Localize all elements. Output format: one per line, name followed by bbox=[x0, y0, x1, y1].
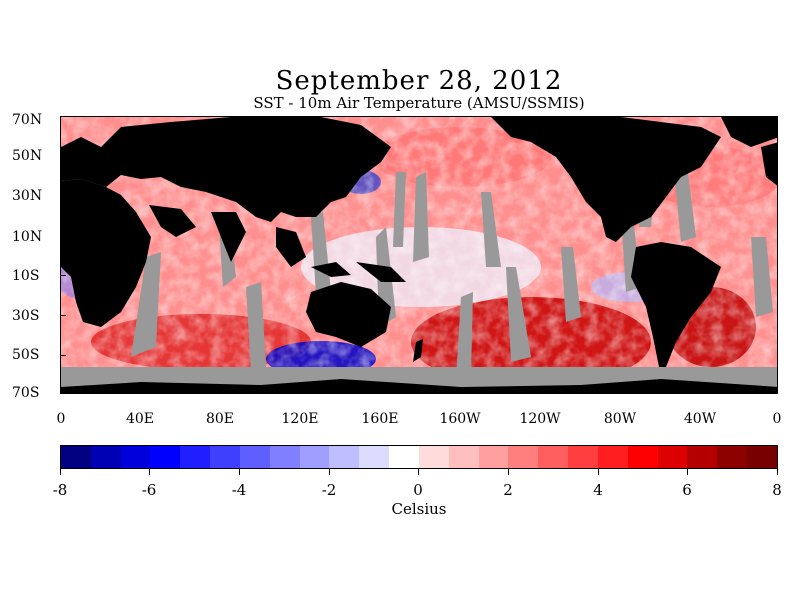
cbar-label-8: 8 bbox=[772, 481, 782, 499]
lon-tick bbox=[659, 388, 660, 394]
colorbar-swatch bbox=[538, 446, 569, 468]
colorbar-swatch bbox=[448, 446, 479, 468]
colorbar-swatch bbox=[120, 446, 151, 468]
cbar-tick bbox=[149, 469, 150, 475]
lat-label-70s: 70S bbox=[12, 385, 40, 401]
cbar-label-neg8: -8 bbox=[52, 481, 68, 499]
lon-tick bbox=[539, 388, 540, 394]
lon-label-40e: 40E bbox=[125, 411, 155, 427]
lat-label-50s: 50S bbox=[12, 347, 40, 363]
lon-tick bbox=[299, 388, 300, 394]
cbar-tick bbox=[777, 469, 778, 475]
colorbar-swatch bbox=[299, 446, 330, 468]
lon-label-160e: 160E bbox=[361, 411, 399, 427]
cbar-tick bbox=[60, 469, 61, 475]
cbar-label-neg2: -2 bbox=[321, 481, 337, 499]
colorbar-swatch bbox=[657, 446, 688, 468]
colorbar-swatch bbox=[597, 446, 628, 468]
lon-tick bbox=[379, 388, 380, 394]
colorbar-swatch bbox=[478, 446, 509, 468]
cbar-tick bbox=[239, 469, 240, 475]
cbar-label-0: 0 bbox=[413, 481, 423, 499]
cbar-tick bbox=[329, 469, 330, 475]
land-masses bbox=[61, 117, 777, 393]
lon-tick bbox=[738, 388, 739, 394]
lon-tick bbox=[259, 388, 260, 394]
lon-label-120w: 120W bbox=[519, 411, 561, 427]
lon-tick bbox=[339, 388, 340, 394]
lat-tick bbox=[60, 196, 66, 197]
map-subtitle: SST - 10m Air Temperature (AMSU/SSMIS) bbox=[253, 94, 585, 112]
colorbar-swatch bbox=[90, 446, 121, 468]
cbar-label-4: 4 bbox=[593, 481, 603, 499]
lat-label-70n: 70N bbox=[12, 112, 43, 128]
colorbar-swatch bbox=[359, 446, 390, 468]
colorbar-swatch bbox=[418, 446, 449, 468]
colorbar-swatch bbox=[150, 446, 181, 468]
cbar-tick bbox=[418, 469, 419, 475]
cbar-label-neg4: -4 bbox=[231, 481, 247, 499]
lat-label-30s: 30S bbox=[12, 308, 40, 324]
lat-tick bbox=[60, 275, 66, 276]
lon-label-0: 0 bbox=[56, 411, 66, 427]
lon-tick bbox=[619, 388, 620, 394]
lon-tick bbox=[179, 388, 180, 394]
lon-tick bbox=[579, 388, 580, 394]
colorbar-swatch bbox=[210, 446, 240, 468]
colorbar-swatch bbox=[627, 446, 658, 468]
cbar-label-neg6: -6 bbox=[141, 481, 157, 499]
lat-tick bbox=[60, 315, 66, 316]
map-title: September 28, 2012 bbox=[275, 66, 563, 96]
cbar-tick bbox=[598, 469, 599, 475]
colorbar-unit: Celsius bbox=[391, 500, 447, 518]
lat-tick bbox=[60, 156, 66, 157]
lon-tick bbox=[139, 388, 140, 394]
colorbar-swatch bbox=[508, 446, 539, 468]
lon-label-80e: 80E bbox=[205, 411, 235, 427]
lon-tick bbox=[100, 388, 101, 394]
colorbar-swatch bbox=[389, 446, 419, 468]
lat-label-30n: 30N bbox=[12, 188, 43, 204]
sst-anomaly-map bbox=[60, 116, 778, 394]
colorbar-swatch bbox=[687, 446, 718, 468]
colorbar-swatch bbox=[180, 446, 211, 468]
cbar-label-6: 6 bbox=[682, 481, 692, 499]
lon-label-80w: 80W bbox=[603, 411, 637, 427]
lat-tick bbox=[60, 355, 66, 356]
cbar-tick bbox=[508, 469, 509, 475]
lon-tick bbox=[698, 388, 699, 394]
lon-label-160w: 160W bbox=[439, 411, 481, 427]
lon-tick bbox=[219, 388, 220, 394]
lon-tick bbox=[499, 388, 500, 394]
colorbar-swatch bbox=[747, 446, 777, 468]
colorbar-swatch bbox=[239, 446, 270, 468]
colorbar-swatch bbox=[269, 446, 300, 468]
lon-tick bbox=[419, 388, 420, 394]
lon-label-40w: 40W bbox=[683, 411, 717, 427]
colorbar-swatch bbox=[717, 446, 748, 468]
lat-label-50n: 50N bbox=[12, 148, 43, 164]
cbar-label-2: 2 bbox=[503, 481, 513, 499]
map-svg bbox=[61, 117, 777, 393]
lon-label-120e: 120E bbox=[281, 411, 319, 427]
lon-tick bbox=[459, 388, 460, 394]
lat-label-10n: 10N bbox=[12, 229, 43, 245]
colorbar-swatch bbox=[329, 446, 360, 468]
cbar-tick bbox=[687, 469, 688, 475]
lat-label-10s: 10S bbox=[12, 268, 40, 284]
colorbar bbox=[60, 445, 778, 469]
colorbar-swatch bbox=[61, 446, 91, 468]
colorbar-swatch bbox=[568, 446, 598, 468]
lat-tick bbox=[60, 236, 66, 237]
lon-label-0-end: 0 bbox=[772, 411, 782, 427]
